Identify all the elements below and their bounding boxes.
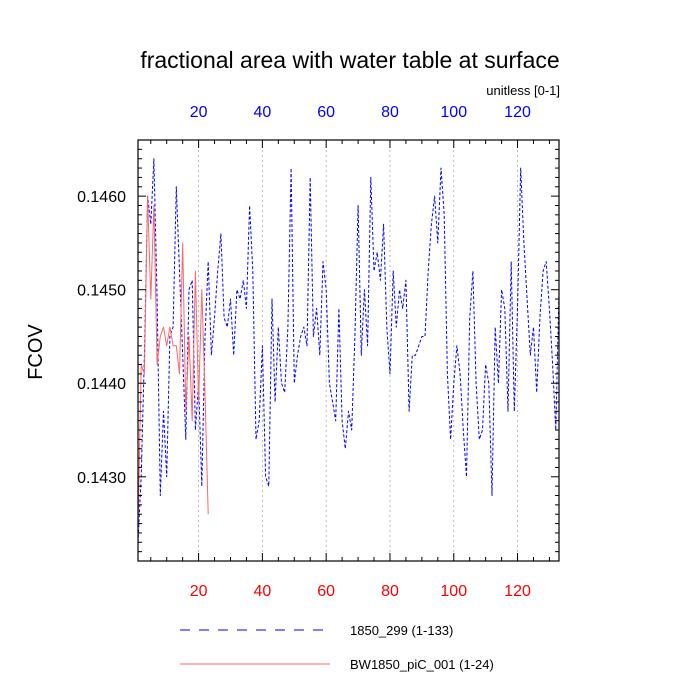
x-tick-label-bottom-4: 100: [440, 583, 467, 600]
x-tick-label-bottom-0: 20: [190, 583, 208, 600]
y-tick-label-1: 0.1440: [77, 376, 126, 393]
legend-label-1: BW1850_piC_001 (1-24): [350, 657, 494, 672]
x-tick-label-top-0: 20: [190, 104, 208, 121]
y-tick-label-2: 0.1450: [77, 283, 126, 300]
x-tick-label-bottom-2: 60: [317, 583, 335, 600]
x-tick-label-bottom-5: 120: [504, 583, 531, 600]
y-tick-label-0: 0.1430: [77, 470, 126, 487]
x-tick-label-top-5: 120: [504, 104, 531, 121]
x-tick-label-top-3: 80: [381, 104, 399, 121]
series-layer: [137, 158, 560, 543]
chart-title: fractional area with water table at surf…: [140, 47, 559, 73]
y-tick-label-3: 0.1460: [77, 189, 126, 206]
x-tick-label-top-4: 100: [440, 104, 467, 121]
legend-label-0: 1850_299 (1-133): [350, 623, 453, 638]
legend: 1850_299 (1-133) BW1850_piC_001 (1-24): [180, 623, 494, 672]
y-axis-label: FCOV: [25, 324, 47, 380]
x-tick-label-top-1: 40: [253, 104, 271, 121]
ticks: 20 20 40 40 60 60 80 80 100 100 120 120 0.1430 0.1440…: [77, 104, 559, 600]
series-line-1: [137, 195, 209, 533]
x-tick-label-top-2: 60: [317, 104, 335, 121]
units-label: unitless [0-1]: [486, 83, 560, 98]
x-tick-label-bottom-1: 40: [253, 583, 271, 600]
series-line-0: [137, 158, 560, 543]
grid: [198, 140, 518, 561]
x-tick-label-bottom-3: 80: [381, 583, 399, 600]
plot-frame: [137, 139, 560, 562]
